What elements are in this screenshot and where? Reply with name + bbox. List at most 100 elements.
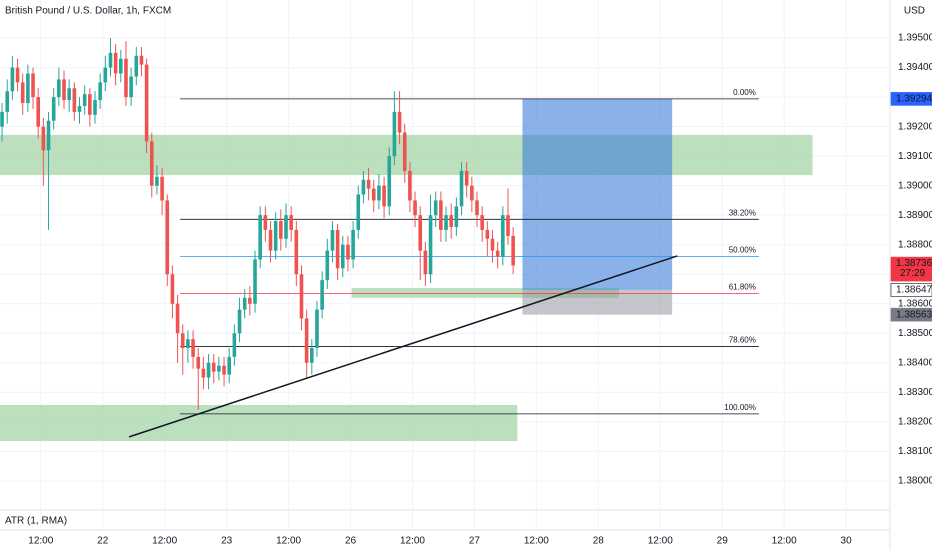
candle-body <box>433 200 438 216</box>
y-tick-label: 1.38400 <box>898 357 932 368</box>
candle-body <box>315 309 319 349</box>
y-tick-label: 1.39200 <box>898 121 932 132</box>
fib-label: 61.80% <box>729 283 756 292</box>
candle-body <box>170 274 175 304</box>
candle-body <box>144 64 149 142</box>
candle-body <box>0 111 4 127</box>
x-tick-label: 12:00 <box>772 536 797 547</box>
y-tick-label: 1.39500 <box>898 33 932 44</box>
candle-body <box>15 67 20 83</box>
candle-body <box>186 339 190 349</box>
candle-body <box>180 333 185 349</box>
candle-body <box>237 309 242 334</box>
candle-body <box>284 215 288 239</box>
candle-body <box>211 362 216 372</box>
candle-body <box>408 170 412 201</box>
candle-body <box>5 91 10 112</box>
y-tick-label: 1.38200 <box>898 416 932 427</box>
candle-body <box>439 200 443 230</box>
candle-body <box>335 229 340 269</box>
candle-body <box>501 215 505 257</box>
candle-body <box>511 235 515 266</box>
candle-body <box>258 215 262 260</box>
candle-body <box>88 94 92 115</box>
x-tick-label: 26 <box>345 536 357 547</box>
candle-body <box>470 185 474 201</box>
x-tick-label: 29 <box>717 536 729 547</box>
fib-label: 38.20% <box>729 208 756 217</box>
candle-body <box>124 58 128 98</box>
candle-body <box>397 111 402 133</box>
candle-body <box>57 79 61 98</box>
candle-body <box>160 176 164 201</box>
candle-body <box>62 79 66 101</box>
candle-body <box>155 176 159 186</box>
candle-body <box>392 111 397 157</box>
candle-body <box>351 229 355 260</box>
y-tick-label: 1.38000 <box>898 475 932 486</box>
candle-body <box>93 100 97 115</box>
candle-body <box>108 52 113 68</box>
candle-body <box>129 76 133 98</box>
candle-body <box>454 206 459 227</box>
candle-body <box>149 141 154 186</box>
candle-body <box>402 132 407 171</box>
candle-body <box>139 55 144 65</box>
candle-body <box>165 200 170 275</box>
candle-body <box>413 200 417 216</box>
y-tick-label: 1.39000 <box>898 180 932 191</box>
fib-label: 0.00% <box>733 88 756 97</box>
x-tick-label: 22 <box>97 536 109 547</box>
candle-body <box>72 88 77 112</box>
candle-body <box>294 229 299 275</box>
candle-body <box>119 58 123 74</box>
chart-title: British Pound / U.S. Dollar, 1h, FXCM <box>5 6 171 17</box>
candle-body <box>222 365 226 375</box>
currency: USD <box>904 6 925 17</box>
candle-body <box>299 274 304 319</box>
candle-body <box>227 356 232 375</box>
candle-body <box>103 67 108 83</box>
y-tick-label: 1.39100 <box>898 151 932 162</box>
candle-body <box>191 339 195 357</box>
candle-body <box>67 88 71 101</box>
candle-body <box>423 250 428 275</box>
candle-body <box>418 215 423 251</box>
candle-body <box>371 188 376 201</box>
candle-body <box>175 303 180 334</box>
candle-body <box>506 215 510 236</box>
candle-body <box>217 365 221 372</box>
candle-body <box>196 356 201 369</box>
zone <box>0 404 518 441</box>
candle-body <box>382 185 386 207</box>
y-tick-label: 1.38300 <box>898 387 932 398</box>
price-tag <box>890 92 932 106</box>
x-tick-label: 28 <box>593 536 605 547</box>
candle-body <box>20 82 25 104</box>
y-tick-label: 1.39400 <box>898 62 932 73</box>
candle-body <box>361 179 366 195</box>
y-tick-label: 1.38800 <box>898 239 932 250</box>
candle-body <box>485 229 490 239</box>
x-tick-label: 12:00 <box>28 536 53 547</box>
candle-body <box>41 126 46 151</box>
price-tag <box>890 307 932 322</box>
y-tick-label: 1.38900 <box>898 210 932 221</box>
candle-body <box>340 244 345 269</box>
price-tag <box>890 283 932 297</box>
candle-body <box>263 215 268 230</box>
zone <box>351 288 619 298</box>
candle-body <box>232 333 237 357</box>
profit-zone <box>522 98 673 290</box>
candle-body <box>36 97 41 127</box>
candle-body <box>304 318 309 363</box>
indicator-label: ATR (1, RMA) <box>5 516 67 527</box>
x-tick-label: 12:00 <box>152 536 177 547</box>
candle-body <box>248 297 252 304</box>
candle-body <box>242 297 247 310</box>
price-tag-label: 1.38736 <box>896 258 932 269</box>
price-tag <box>890 256 932 282</box>
x-tick-label: 12:00 <box>276 536 301 547</box>
candle-body <box>356 194 361 230</box>
candle-body <box>387 156 392 207</box>
